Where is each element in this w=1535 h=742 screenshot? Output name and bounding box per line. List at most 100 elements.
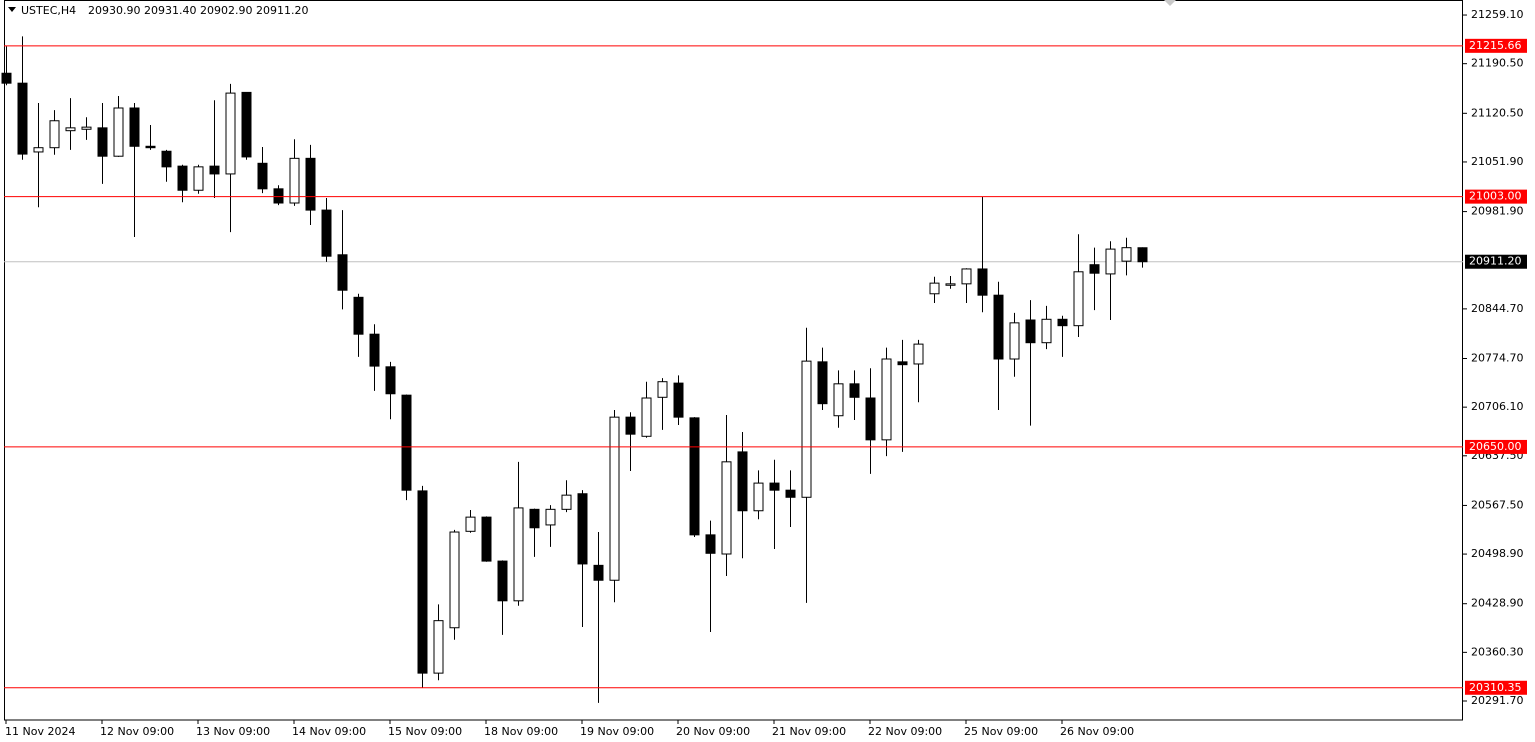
candle-body — [305, 157, 316, 211]
level-label-bg — [1465, 439, 1527, 454]
candle-body — [161, 150, 172, 168]
level-label: 20650.00 — [1469, 440, 1522, 453]
candle-body — [577, 493, 588, 565]
y-tick-label: 20567.50 — [1471, 498, 1524, 511]
candle-body — [97, 127, 108, 157]
candle-body — [225, 92, 236, 175]
candle-body — [1073, 271, 1084, 327]
y-tick-label: 20981.90 — [1471, 205, 1524, 218]
plot-frame — [4, 0, 1463, 721]
candle-body — [113, 107, 124, 157]
candle-body — [1105, 248, 1116, 275]
current-price-bg — [1465, 254, 1527, 269]
candle-body — [785, 489, 796, 498]
y-tick-label: 20291.70 — [1471, 694, 1524, 707]
candle-body — [657, 381, 668, 398]
candle-body — [961, 268, 972, 285]
y-tick-label: 21259.10 — [1471, 8, 1524, 21]
candle-body — [881, 358, 892, 441]
candle-body — [641, 397, 652, 437]
candle-body — [193, 166, 204, 191]
level-label-bg — [1465, 680, 1527, 695]
header-open: 20930.90 — [88, 4, 141, 17]
symbol: USTEC,H4 — [21, 4, 76, 17]
x-tick-label: 22 Nov 09:00 — [868, 725, 942, 738]
candle-body — [321, 209, 332, 257]
y-tick-label: 21051.90 — [1471, 155, 1524, 168]
x-tick-label: 14 Nov 09:00 — [292, 725, 366, 738]
candle-body — [433, 620, 444, 674]
candle-body — [753, 482, 764, 512]
candle-body — [1041, 318, 1052, 344]
candle-body — [385, 366, 396, 395]
candle-body — [1, 72, 12, 84]
candle-body — [49, 120, 60, 149]
candle-body — [993, 294, 1004, 360]
header-low: 20902.90 — [200, 4, 253, 17]
candle-body — [817, 361, 828, 405]
candle-body — [129, 107, 140, 147]
y-tick-label: 20360.30 — [1471, 645, 1524, 658]
candle-body — [17, 82, 28, 155]
y-tick-label: 20844.70 — [1471, 302, 1524, 315]
y-tick-label: 21190.50 — [1471, 57, 1524, 70]
x-tick-label: 13 Nov 09:00 — [196, 725, 270, 738]
x-tick-label: 11 Nov 2024 — [5, 725, 75, 738]
candle-body — [689, 417, 700, 536]
level-label: 21215.66 — [1469, 39, 1522, 52]
level-label-bg — [1465, 38, 1527, 53]
candle-body — [865, 397, 876, 441]
candle-body — [513, 507, 524, 602]
level-label: 20310.35 — [1469, 681, 1522, 694]
candle-body — [1121, 247, 1132, 262]
y-tick-label: 20706.10 — [1471, 400, 1524, 413]
candle-body — [337, 254, 348, 291]
candle-body — [481, 516, 492, 562]
candle-body — [209, 165, 220, 175]
candle-body — [33, 147, 44, 153]
y-tick-label: 20498.90 — [1471, 547, 1524, 560]
menu-arrow[interactable] — [8, 7, 16, 12]
candle-body — [609, 416, 620, 581]
candle-body — [1009, 322, 1020, 360]
candle-body — [369, 333, 380, 367]
candle-body — [177, 165, 188, 191]
x-tick-label: 20 Nov 09:00 — [676, 725, 750, 738]
candle-body — [145, 145, 156, 149]
candle-body — [721, 461, 732, 555]
candle-body — [913, 343, 924, 365]
candle-body — [929, 282, 940, 295]
x-tick-label: 12 Nov 09:00 — [100, 725, 174, 738]
candle-body — [737, 451, 748, 512]
candle-body — [401, 394, 412, 491]
candle-body — [65, 127, 76, 132]
y-tick-label: 20428.90 — [1471, 597, 1524, 610]
shift-marker — [1164, 0, 1176, 6]
candle-body — [561, 494, 572, 510]
candle-body — [353, 296, 364, 335]
candle-body — [529, 508, 540, 529]
header-close: 20911.20 — [256, 4, 309, 17]
candle-body — [449, 531, 460, 629]
y-tick-label: 21120.50 — [1471, 106, 1524, 119]
level-label-bg — [1465, 189, 1527, 204]
candle-body — [945, 283, 956, 286]
x-tick-label: 21 Nov 09:00 — [772, 725, 846, 738]
x-tick-label: 25 Nov 09:00 — [964, 725, 1038, 738]
candle-body — [497, 560, 508, 602]
header-high: 20931.40 — [144, 4, 197, 17]
candle-body — [673, 382, 684, 418]
current-price-label: 20911.20 — [1469, 255, 1522, 268]
candle-body — [833, 383, 844, 417]
level-label: 21003.00 — [1469, 190, 1522, 203]
x-tick-label: 15 Nov 09:00 — [388, 725, 462, 738]
candle-body — [545, 508, 556, 526]
candle-body — [81, 126, 92, 130]
candle-body — [465, 516, 476, 532]
candle-body — [1137, 247, 1148, 263]
x-tick-label: 19 Nov 09:00 — [580, 725, 654, 738]
candle-body — [1025, 319, 1036, 344]
candle-body — [257, 162, 268, 190]
